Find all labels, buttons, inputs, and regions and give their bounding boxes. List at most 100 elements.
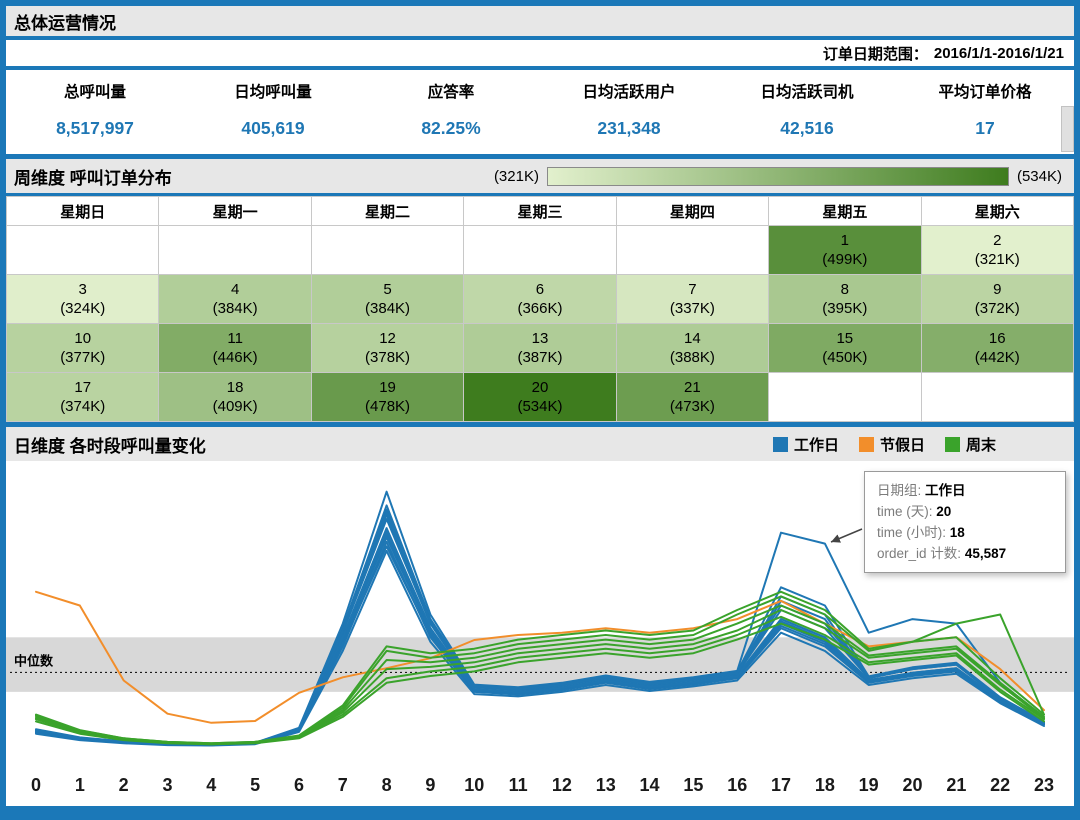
divider: [6, 422, 1074, 427]
legend-item-工作日[interactable]: 工作日: [772, 434, 839, 455]
tooltip-value: 20: [936, 504, 952, 519]
x-axis-label: 5: [250, 775, 260, 795]
day-header: 星期日: [6, 196, 160, 226]
tooltip-value: 工作日: [925, 483, 966, 498]
date-range-row: 订单日期范围： 2016/1/1-2016/1/21: [6, 40, 1074, 66]
calendar-cell-6[interactable]: 6 (366K): [463, 274, 617, 324]
calendar-cell-5[interactable]: 5 (384K): [310, 274, 465, 324]
kpi-label: 日均活跃司机: [760, 84, 854, 101]
calendar-cell-14[interactable]: 14 (388K): [615, 323, 770, 373]
x-axis-label: 3: [162, 775, 172, 795]
calendar-cell-empty: [920, 372, 1074, 422]
calendar-cell-19[interactable]: 19 (478K): [310, 372, 465, 422]
divider: [6, 154, 1074, 159]
calendar-cell-21[interactable]: 21 (473K): [615, 372, 770, 422]
calendar-cell-empty: [768, 372, 922, 422]
x-axis-label: 22: [990, 775, 1010, 795]
date-range-label: 订单日期范围：: [822, 45, 928, 63]
day-header: 星期三: [463, 196, 617, 226]
calendar-cell-empty: [158, 225, 312, 275]
color-legend-gradient: [546, 166, 1009, 186]
day-header: 星期一: [158, 196, 312, 226]
legend-label: 节假日: [879, 436, 925, 454]
color-legend: (321K) (534K): [494, 166, 1062, 186]
x-axis-label: 11: [509, 775, 528, 795]
calendar-cell-18[interactable]: 18 (409K): [158, 372, 312, 422]
color-legend-max: (534K): [1016, 167, 1062, 185]
kpi-4: 日均活跃用户 231,348: [540, 70, 718, 154]
calendar-row: 10 (377K) 11 (446K) 12 (378K) 13 (387K) 14 (388K)…: [6, 323, 1074, 373]
series-line-周末-17[interactable]: [35, 590, 1045, 745]
tooltip-value: 18: [949, 525, 965, 540]
x-axis-label: 7: [338, 775, 348, 795]
daily-line-chart: 中位数 0 1 2 3 4 5 6 7 8 9 10 11 12 13 14 15 16 17 18 19 20 21 22 2…: [6, 461, 1074, 806]
calendar-cell-2[interactable]: 2 (321K): [920, 225, 1074, 275]
legend-label: 工作日: [793, 436, 839, 454]
x-axis-label: 15: [683, 775, 703, 795]
calendar-header-row: 星期日 星期一 星期二 星期三 星期四 星期五 星期六: [6, 196, 1074, 226]
x-axis-label: 10: [464, 775, 484, 795]
legend-item-节假日[interactable]: 节假日: [858, 434, 925, 455]
tooltip-label: order_id 计数:: [877, 546, 962, 561]
median-label: 中位数: [14, 653, 54, 668]
series-legend: 工作日 节假日 周末: [772, 434, 996, 455]
calendar-cell-3[interactable]: 3 (324K): [6, 274, 160, 324]
x-axis-label: 14: [640, 775, 660, 795]
kpi-value: 405,619: [241, 118, 305, 138]
calendar-heatmap: 星期日 星期一 星期二 星期三 星期四 星期五 星期六 1 (499K) 2 (321K) 3 (32…: [6, 196, 1074, 422]
tooltip-value: 45,587: [964, 546, 1007, 561]
calendar-cell-17[interactable]: 17 (374K): [6, 372, 160, 422]
calendar-cell-10[interactable]: 10 (377K): [6, 323, 160, 373]
day-header: 星期六: [920, 196, 1074, 226]
calendar-cell-empty: [615, 225, 770, 275]
calendar-cell-16[interactable]: 16 (442K): [920, 323, 1074, 373]
overview-title-bar: 总体运营情况: [6, 6, 1074, 36]
tooltip-label: time (小时):: [877, 525, 946, 540]
legend-item-周末[interactable]: 周末: [944, 434, 996, 455]
kpi-5: 日均活跃司机 42,516: [718, 70, 896, 154]
kpi-value: 231,348: [597, 118, 661, 138]
legend-swatch-icon: [772, 436, 788, 452]
x-axis-label: 8: [382, 775, 392, 795]
calendar-cell-empty: [6, 225, 160, 275]
kpi-6: 平均订单价格 17: [896, 70, 1074, 154]
calendar-cell-empty: [310, 225, 465, 275]
kpi-value: 82.25%: [421, 118, 481, 138]
calendar-cell-9[interactable]: 9 (372K): [920, 274, 1074, 324]
kpi-label: 总呼叫量: [63, 84, 126, 101]
calendar-cell-12[interactable]: 12 (378K): [310, 323, 465, 373]
calendar-cell-15[interactable]: 15 (450K): [768, 323, 922, 373]
x-axis-label: 6: [294, 775, 304, 795]
calendar-cell-7[interactable]: 7 (337K): [615, 274, 770, 324]
kpi-label: 应答率: [427, 84, 475, 101]
day-header: 星期二: [310, 196, 465, 226]
legend-swatch-icon: [944, 436, 960, 452]
calendar-cell-4[interactable]: 4 (384K): [158, 274, 312, 324]
tooltip-label: 日期组:: [877, 483, 922, 498]
kpi-scrollbar[interactable]: [1061, 106, 1074, 152]
weekly-title-bar: 周维度 呼叫订单分布 (321K) (534K): [6, 159, 1074, 193]
x-axis-label: 18: [815, 775, 835, 795]
tooltip: 日期组: 工作日 time (天): 20 time (小时): 18 orde…: [864, 471, 1066, 573]
calendar-cell-20[interactable]: 20 (534K): [463, 372, 617, 422]
calendar-row: 17 (374K) 18 (409K) 19 (478K) 20 (534K) 21 (473K): [6, 372, 1074, 422]
calendar-cell-13[interactable]: 13 (387K): [463, 323, 617, 373]
x-axis-label: 13: [596, 775, 616, 795]
daily-title: 日维度 各时段呼叫量变化: [14, 436, 206, 456]
series-line-节假日-1[interactable]: [35, 590, 1045, 724]
calendar-cell-1[interactable]: 1 (499K): [768, 225, 922, 275]
calendar-row: 3 (324K) 4 (384K) 5 (384K) 6 (366K) 7 (337K) 8 (395…: [6, 274, 1074, 324]
kpi-value: 42,516: [780, 118, 834, 138]
calendar-cell-8[interactable]: 8 (395K): [768, 274, 922, 324]
x-axis-label: 0: [31, 775, 41, 795]
tooltip-arrow: [830, 528, 863, 543]
kpi-1: 总呼叫量 8,517,997: [6, 70, 184, 154]
x-axis-label: 4: [206, 775, 216, 795]
weekly-title: 周维度 呼叫订单分布: [14, 168, 172, 188]
x-axis-label: 17: [771, 775, 791, 795]
calendar-cell-11[interactable]: 11 (446K): [158, 323, 312, 373]
divider: [6, 193, 1074, 196]
kpi-3: 应答率 82.25%: [362, 70, 540, 154]
